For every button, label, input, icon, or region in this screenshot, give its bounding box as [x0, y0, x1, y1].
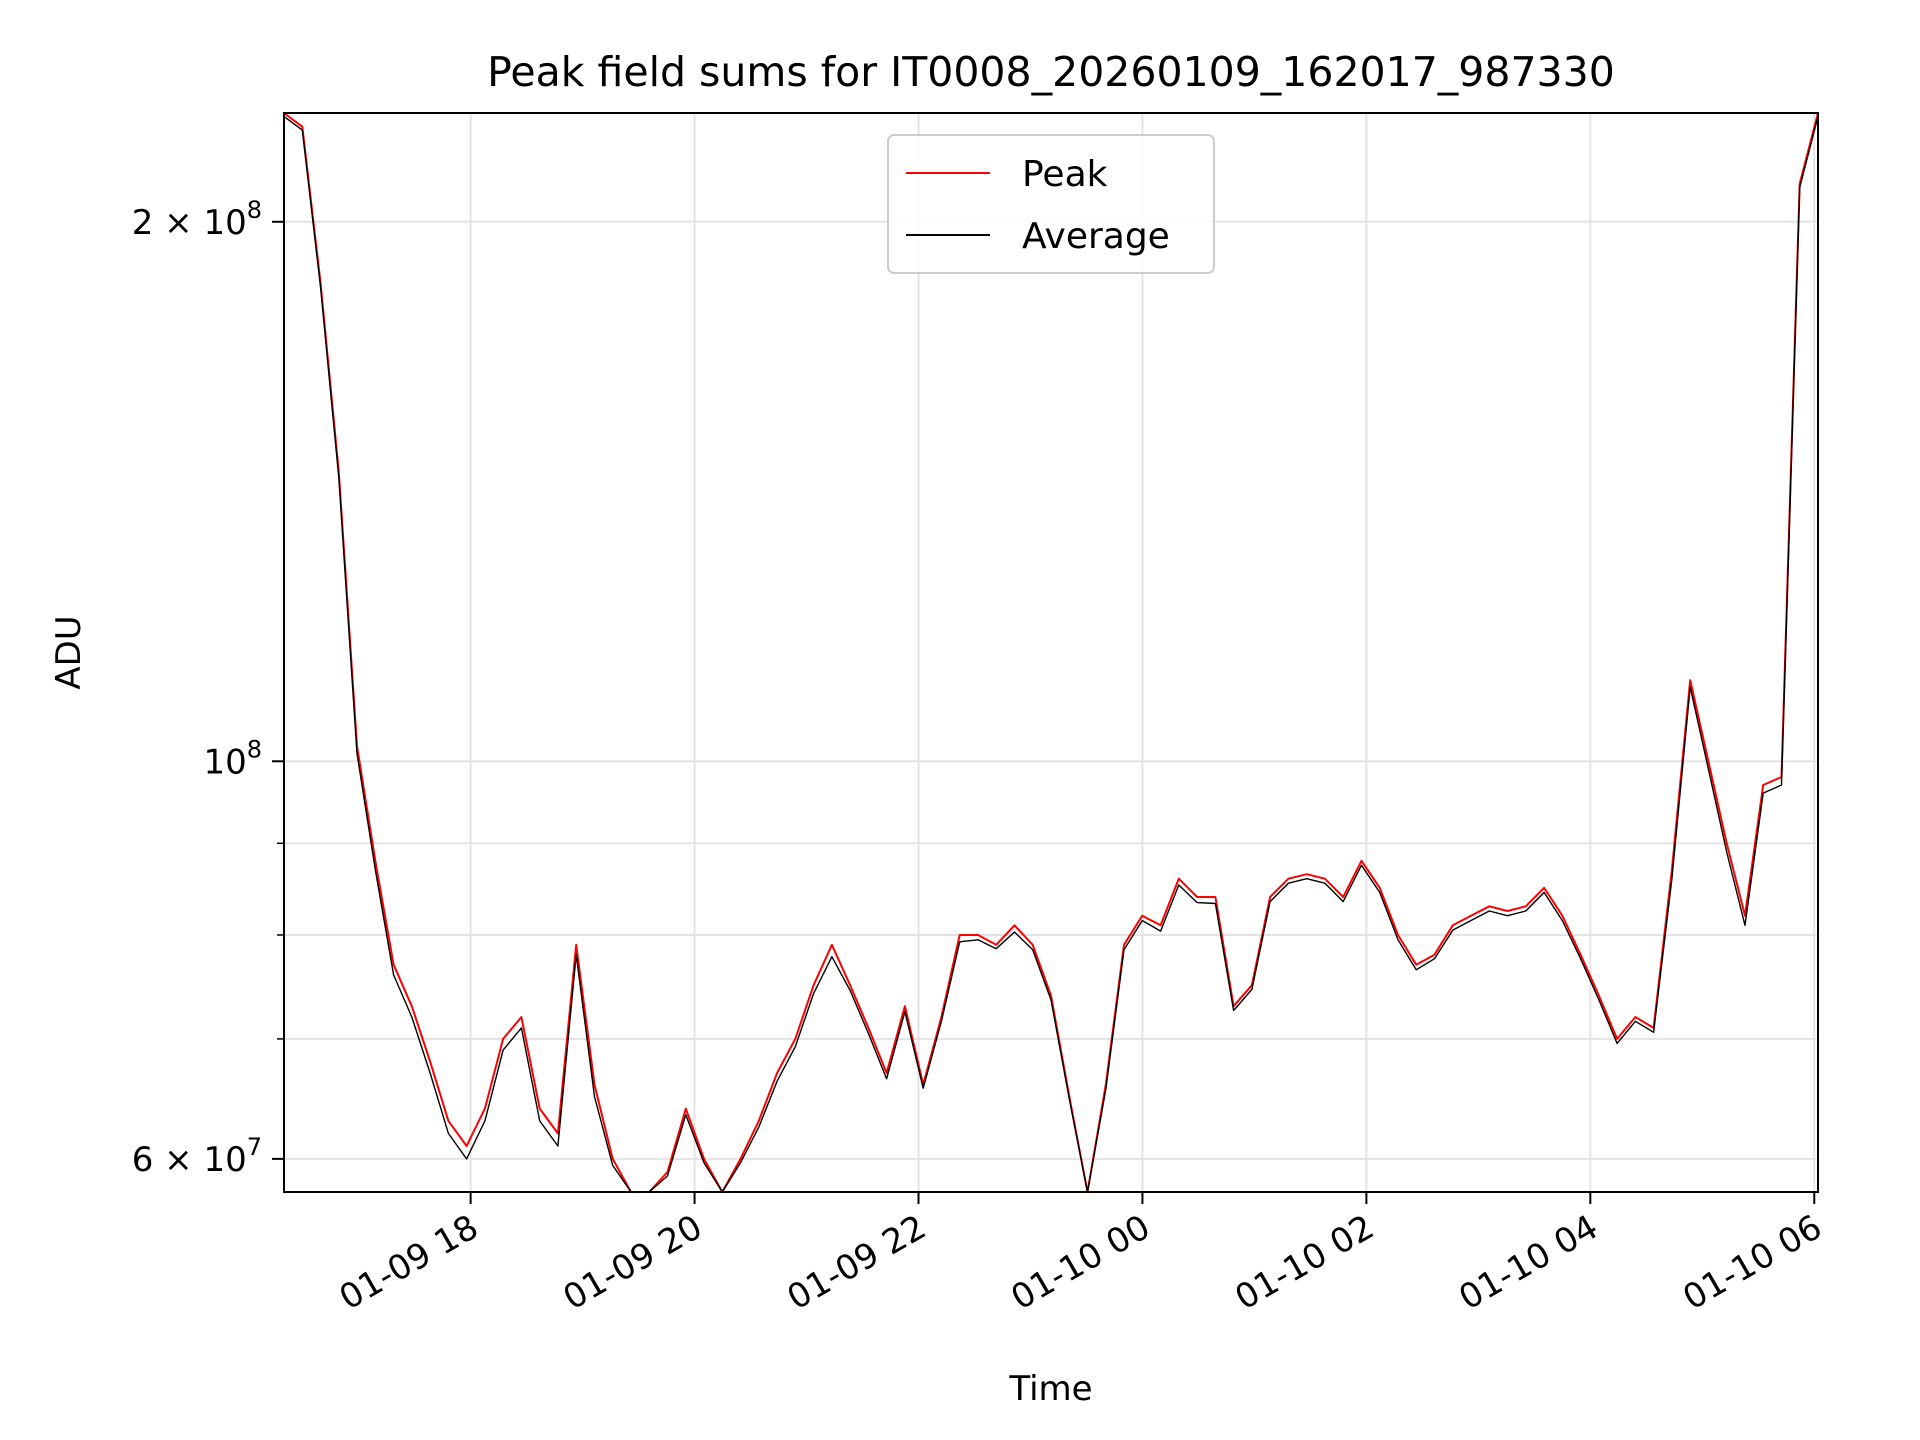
y-tick-label: 6 × 107	[132, 1133, 262, 1180]
x-axis-label: Time	[1008, 1369, 1092, 1409]
legend-box	[887, 134, 1215, 274]
y-axis-label: ADU	[49, 615, 89, 689]
series-lines	[283, 112, 1819, 1193]
legend-label: Average	[1022, 216, 1170, 257]
legend: Peak Average	[887, 134, 1215, 274]
y-tick-label: 2 × 108	[132, 196, 262, 243]
chart-title: Peak field sums for IT0008_20260109_1620…	[487, 48, 1615, 96]
y-axis: 6 × 107 108 2 × 108	[132, 196, 284, 1180]
series-line-peak	[283, 112, 1819, 1193]
plot-frame	[283, 112, 1819, 1193]
y-tick-label: 108	[203, 735, 262, 782]
series-line-average	[283, 115, 1819, 1193]
legend-label: Peak	[1022, 154, 1108, 195]
